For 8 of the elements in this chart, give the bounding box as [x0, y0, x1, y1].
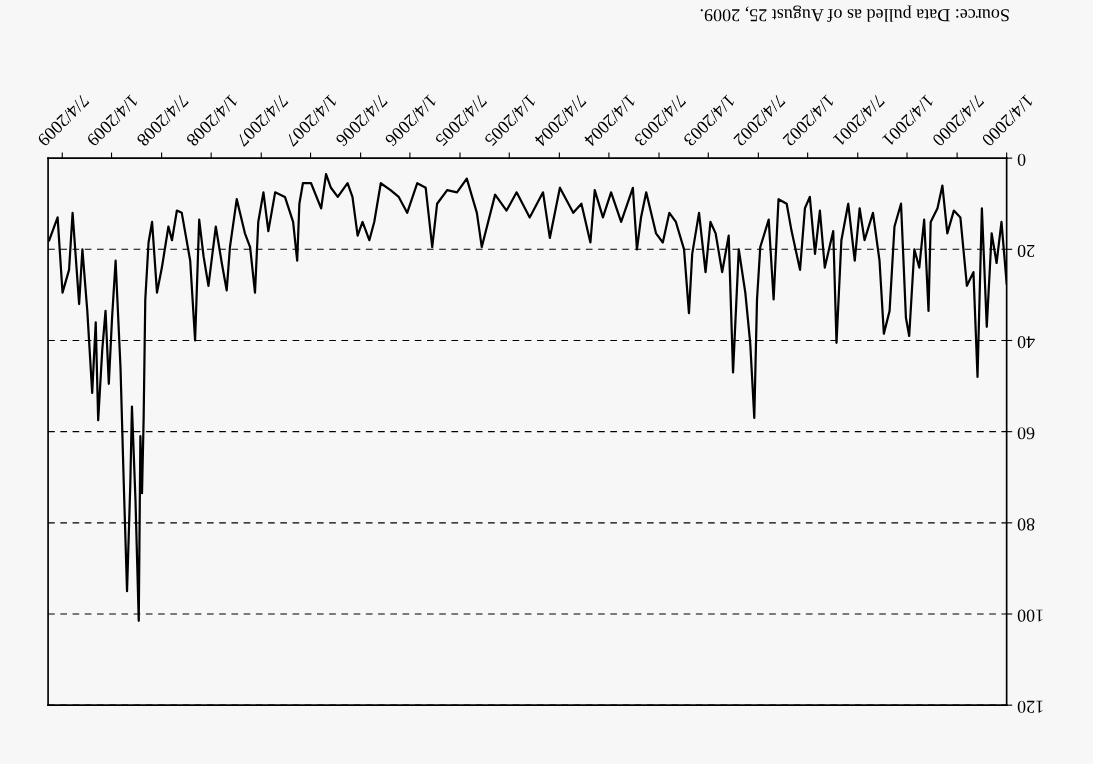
- y-tick-label: 40: [1017, 335, 1035, 349]
- y-tick-label: 120: [1017, 700, 1043, 713]
- source-note: Source: Data pulled as of August 25, 2009.: [700, 5, 1009, 23]
- y-tick-label: 20: [1017, 244, 1035, 257]
- y-tick-label: 80: [1017, 518, 1035, 531]
- y-tick-label: 60: [1017, 427, 1035, 440]
- y-tick-label: 100: [1017, 609, 1043, 622]
- y-tick-label: 0: [1017, 153, 1026, 166]
